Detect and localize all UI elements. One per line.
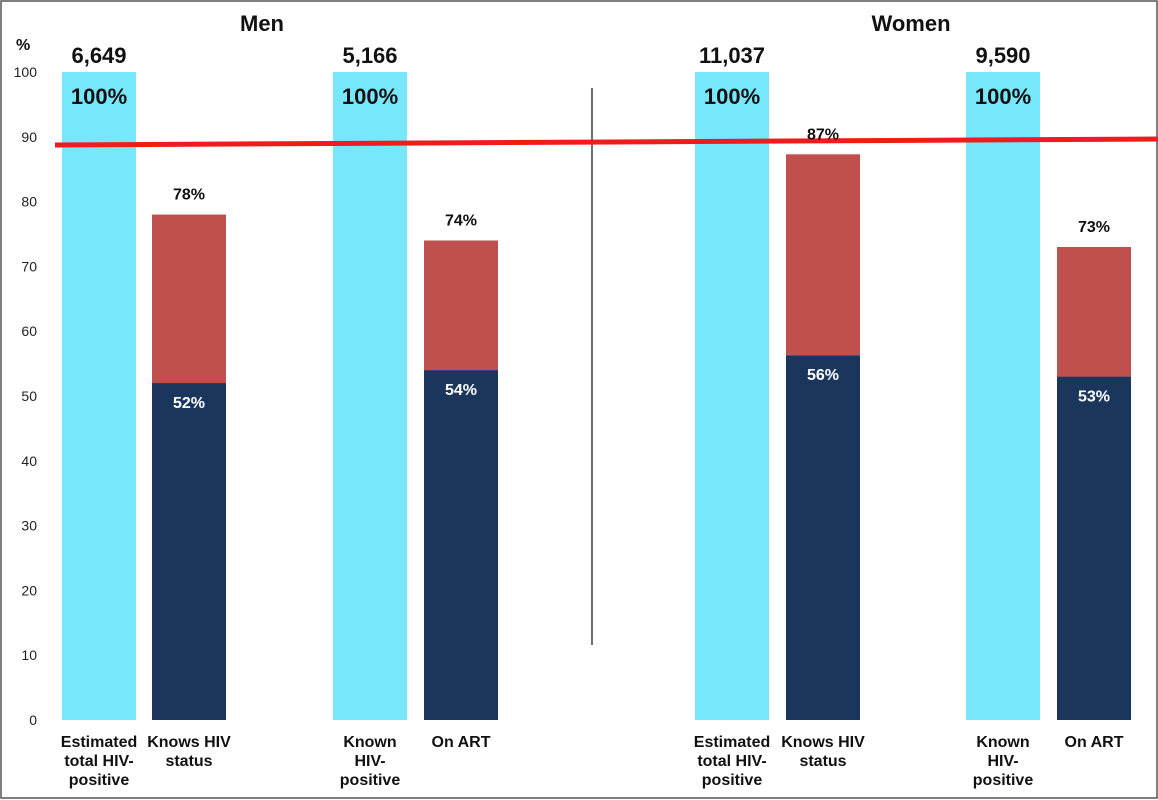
bar-men-2-total-label: 78% [173,187,205,204]
bar-women-1-count-label: 11,037 [699,43,765,68]
bar-women-1-total [695,72,769,720]
bars-layer [62,72,1131,720]
bar-women-3-category-label: Known HIV-positive [973,734,1034,789]
y-tick-label-80: 80 [21,194,37,210]
bar-women-3-pct-label: 100% [975,84,1031,109]
y-tick-label-100: 100 [14,64,38,80]
bar-men-4-total-label: 74% [445,212,477,229]
bar-men-2-category-label: Knows HIV status [147,734,231,770]
overlay-layer [54,88,1158,645]
bar-men-3-count-label: 5,166 [342,43,397,68]
y-tick-label-50: 50 [21,388,37,404]
group-title-men: Men [240,11,284,36]
bar-women-1-category-label: Estimated total HIV-positive [694,734,770,789]
bar-women-2-upper-segment [786,154,860,356]
bar-women-2-lower-segment [786,355,860,720]
bar-women-4-lower-segment [1057,376,1131,720]
bar-men-4-lower-segment [424,370,498,720]
y-axis-unit-label: % [16,37,30,54]
bar-men-3-category-label: Known HIV-positive [340,734,401,789]
target-reference-line [54,136,1158,148]
bar-women-3-total [966,72,1040,720]
bar-men-1-category-label: Estimated total HIV-positive [61,734,137,789]
bar-men-4-lower-label: 54% [445,382,477,399]
bar-women-4-category-label: On ART [1065,734,1124,751]
y-tick-label-70: 70 [21,258,37,274]
bar-women-1-pct-label: 100% [704,84,760,109]
y-tick-label-20: 20 [21,582,37,598]
bar-men-2-lower-segment [152,383,226,720]
bar-women-3-count-label: 9,590 [975,43,1030,68]
bar-men-3-pct-label: 100% [342,84,398,109]
y-tick-label-30: 30 [21,518,37,534]
bar-men-2-upper-segment [152,214,226,384]
bar-men-1-pct-label: 100% [71,84,127,109]
group-title-women: Women [871,11,950,36]
bar-women-4-lower-label: 53% [1078,389,1110,406]
y-tick-label-60: 60 [21,323,37,339]
bar-men-3-total [333,72,407,720]
bar-men-4-category-label: On ART [432,734,491,751]
bar-women-2-lower-label: 56% [807,367,839,384]
bar-men-2-lower-label: 52% [173,395,205,412]
bar-men-1-total [62,72,136,720]
bar-men-4-upper-segment [424,240,498,371]
bar-women-2-category-label: Knows HIV status [781,734,865,770]
y-axis: % 0 10 20 30 40 50 60 70 80 90 100 [14,37,38,728]
y-tick-label-0: 0 [29,712,37,728]
y-tick-label-40: 40 [21,453,37,469]
bar-women-4-total-label: 73% [1078,219,1110,236]
bar-men-1-count-label: 6,649 [71,43,126,68]
y-tick-label-10: 10 [21,647,37,663]
y-tick-label-90: 90 [21,129,37,145]
bar-women-4-upper-segment [1057,246,1131,377]
labels-layer: Men 6,649 100% Estimated total HIV-positive 7… [61,11,1124,789]
bar-women-2-total-label: 87% [807,126,839,143]
